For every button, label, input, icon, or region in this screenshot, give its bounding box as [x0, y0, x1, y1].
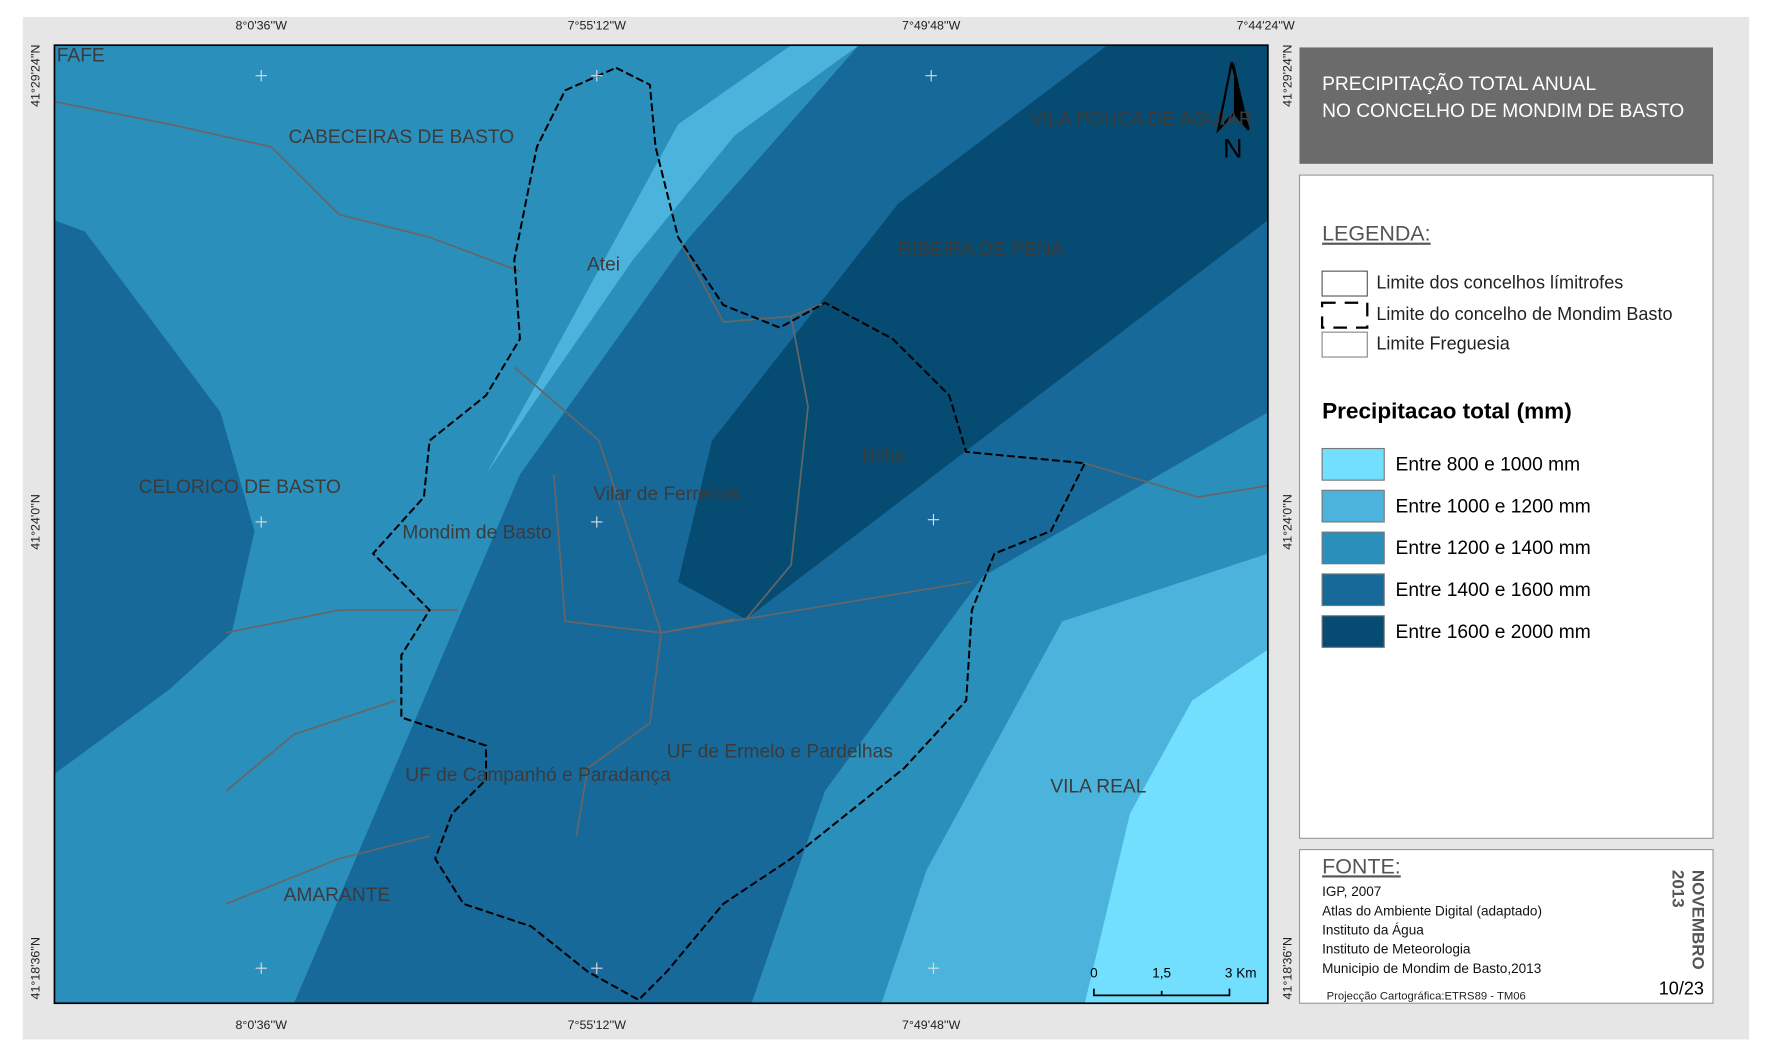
legend-swatch [1321, 531, 1385, 565]
parish-boundaries [54, 100, 1268, 905]
source-line: Instituto da Água [1322, 923, 1424, 938]
legend-label: Entre 1400 e 1600 mm [1396, 580, 1591, 601]
coord-label: 41°18'36''N [29, 937, 43, 999]
coord-label: 41°29'24''N [29, 44, 43, 106]
legend-label: Limite dos concelhos límitrofes [1376, 272, 1623, 292]
precip-zone [54, 220, 255, 774]
page-number: 10/23 [1659, 978, 1704, 998]
precip-zone [678, 45, 1268, 620]
source-line: Municipio de Mondim de Basto,2013 [1322, 961, 1541, 976]
coord-label: 41°24'0''N [1280, 494, 1294, 550]
map-frame [53, 44, 1269, 1005]
coord-label: 7°49'48''W [902, 18, 961, 32]
place-label: RIBEIRA DE PENA [898, 239, 1063, 260]
legend-swatch [1321, 615, 1385, 648]
graticule-crosses [255, 70, 940, 974]
legend-label: Entre 1200 e 1400 mm [1396, 538, 1591, 559]
legend-swatch [1321, 573, 1385, 607]
place-label: Atei [587, 255, 620, 276]
title: NO CONCELHO DE MONDIM DE BASTO [1322, 101, 1684, 122]
legend-swatch [1321, 489, 1385, 523]
scale-bar [1093, 988, 1231, 997]
source-line: Atlas do Ambiente Digital (adaptado) [1322, 903, 1542, 918]
legend-swatch [1321, 331, 1368, 358]
source-line: IGP, 2007 [1322, 884, 1381, 899]
place-label: CELORICO DE BASTO [139, 477, 341, 498]
place-label: Mondim de Basto [402, 522, 551, 543]
title-box [1299, 47, 1714, 164]
coord-label: 7°55'12''W [568, 1018, 627, 1032]
cross [255, 70, 940, 974]
coord-label: 41°29'24''N [1280, 44, 1294, 106]
precip-zone [1084, 649, 1268, 1004]
legend-swatch [1320, 301, 1369, 329]
scale-label: 0 [1090, 965, 1098, 980]
coord-label: 41°24'0''N [29, 494, 43, 550]
scale-line [1093, 988, 1231, 997]
mondim-boundary [371, 66, 1087, 1002]
parish-line [513, 301, 973, 837]
legend-swatch [1321, 270, 1368, 297]
coord-label: 8°0'36''W [236, 1018, 288, 1032]
coord-label: 41°18'36''N [1280, 937, 1294, 999]
legend-subtitle: Precipitacao total (mm) [1322, 398, 1572, 423]
scale-label: 1,5 [1152, 965, 1171, 980]
date: NOVEMBRO [1689, 870, 1708, 970]
source-heading: FONTE: [1322, 854, 1401, 878]
coord-label: 8°0'36''W [236, 18, 288, 32]
source-line: Instituto de Meteorologia [1322, 942, 1471, 957]
place-label: CABECEIRAS DE BASTO [288, 127, 514, 148]
coord-label: 7°49'48''W [902, 1018, 961, 1032]
place-label: VILA REAL [1050, 777, 1146, 798]
legend-label: Entre 1000 e 1200 mm [1396, 496, 1591, 517]
place-label: UF de Campanhó e Paradança [405, 765, 671, 786]
legend-label: Entre 800 e 1000 mm [1396, 455, 1581, 476]
municipality-line [54, 100, 1268, 905]
projection: Projecção Cartográfica:ETRS89 - TM06 [1327, 990, 1526, 1002]
place-label: VILA POUCA DE AGUIAR [1030, 109, 1253, 130]
legend-label: Limite Freguesia [1376, 333, 1510, 353]
scale-label: 3 Km [1225, 965, 1257, 980]
legend-heading: LEGENDA: [1322, 222, 1431, 246]
source-box [1298, 849, 1714, 1004]
title: PRECIPITAÇÃO TOTAL ANUAL [1322, 73, 1596, 95]
place-label: UF de Ermelo e Pardelhas [667, 742, 893, 763]
legend-swatch [1321, 447, 1385, 481]
north-label: N [1223, 132, 1243, 163]
map-body [54, 45, 1268, 1004]
place-label: Vilar de Ferreiros [593, 484, 740, 505]
legend-label: Limite do concelho de Mondim Basto [1376, 304, 1672, 324]
place-label: FAFE [57, 46, 105, 67]
coord-label: 7°44'24''W [1236, 18, 1295, 32]
place-label: Bilhó [862, 447, 905, 468]
legend-label: Entre 1600 e 2000 mm [1396, 622, 1591, 643]
coord-label: 7°55'12''W [568, 18, 627, 32]
place-label: AMARANTE [284, 885, 391, 906]
date: 2013 [1668, 870, 1687, 908]
